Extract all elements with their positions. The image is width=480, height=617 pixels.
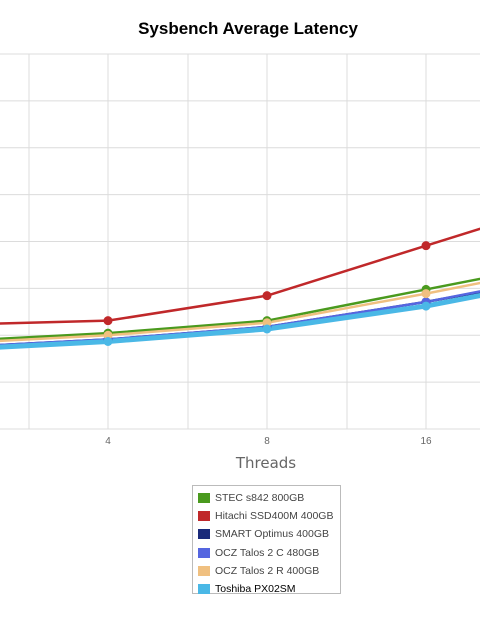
data-point: [421, 289, 431, 299]
series-markers: [103, 241, 431, 346]
series-lines: [0, 227, 480, 350]
data-point: [103, 337, 113, 346]
legend-label: SMART Optimus 400GB: [215, 528, 329, 541]
legend: STEC s842 800GB Hitachi SSD400M 400GB SMAR…: [192, 485, 341, 595]
x-tick-label: 16: [420, 436, 432, 447]
legend-item[interactable]: OCZ Talos 2 C 480GB: [193, 544, 340, 562]
legend-swatch: [198, 511, 210, 522]
x-tick-labels: 4 8 16: [105, 436, 432, 447]
grid-lines: [0, 53, 480, 430]
data-point: [103, 330, 113, 340]
legend-label: OCZ Talos 2 C 480GB: [215, 546, 320, 559]
legend-item[interactable]: SMART Optimus 400GB: [193, 525, 340, 543]
legend-label: Toshiba PX02SM: [215, 583, 296, 596]
legend-swatch: [198, 565, 210, 576]
legend-label: OCZ Talos 2 R 400GB: [215, 564, 320, 577]
legend-label: Hitachi SSD400M 400GB: [215, 510, 334, 523]
legend-item[interactable]: STEC s842 800GB: [193, 489, 340, 507]
x-axis-label: Threads: [235, 454, 297, 472]
chart-title: Sysbench Average Latency: [138, 19, 358, 38]
legend-swatch: [198, 493, 210, 504]
data-point: [262, 318, 272, 328]
legend-label: STEC s842 800GB: [215, 492, 305, 505]
data-point: [262, 291, 272, 301]
data-point: [421, 301, 431, 311]
series-line: [0, 292, 480, 350]
legend-swatch: [198, 547, 210, 558]
legend-item[interactable]: Toshiba PX02SM: [193, 580, 340, 598]
legend-item[interactable]: OCZ Talos 2 R 400GB: [193, 562, 340, 580]
legend-swatch: [198, 529, 210, 540]
data-point: [103, 316, 113, 326]
legend-swatch: [198, 584, 210, 595]
x-tick-label: 8: [264, 436, 270, 447]
data-point: [262, 324, 272, 334]
legend-item[interactable]: Hitachi SSD400M 400GB: [193, 507, 340, 525]
data-point: [421, 241, 431, 251]
x-tick-label: 4: [105, 436, 111, 447]
